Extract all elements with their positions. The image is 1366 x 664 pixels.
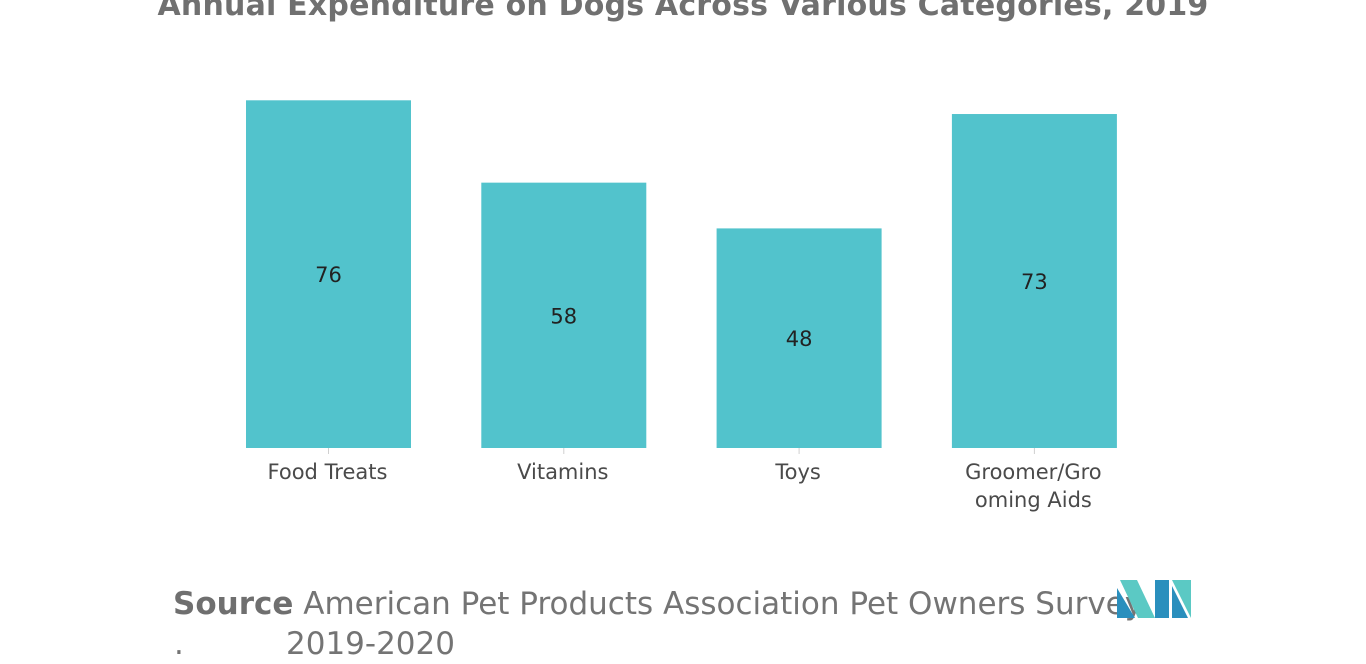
- x-tick-label-line: oming Aids: [975, 488, 1092, 512]
- logo-shape-right-lower: [1172, 586, 1188, 618]
- source-label: Source: [173, 586, 294, 622]
- x-tick-label-line: Groomer/Gro: [965, 460, 1102, 484]
- x-tick-label-line: Vitamins: [517, 460, 608, 484]
- bar-3: [951, 114, 1117, 449]
- x-tick-label-3: Groomer/Gro oming Aids: [965, 460, 1102, 512]
- labels-layer: 76 Food Treats 58 Vitamins 48 Toys 73 Groomer/G…: [268, 263, 1102, 512]
- logo-shape-right: [1172, 580, 1191, 618]
- source-text: American Pet Products Association Pet Ow…: [303, 586, 1144, 622]
- x-tick-label-line: Food Treats: [268, 460, 388, 484]
- bar-2: [716, 228, 882, 448]
- data-label-0: 76: [315, 263, 342, 287]
- x-tick-label-line: Toys: [774, 460, 820, 484]
- x-tick-label-0: Food Treats: [268, 460, 388, 484]
- mordor-intelligence-logo-icon: [1117, 580, 1191, 618]
- source-dot: .: [174, 626, 184, 662]
- x-tick-label-2: Toys: [774, 460, 820, 484]
- source-text-continued: 2019-2020: [286, 626, 455, 662]
- bar-1: [481, 182, 647, 448]
- logo-shape-left: [1117, 588, 1135, 618]
- chart-title: Annual Expenditure on Dogs Across Variou…: [157, 0, 1209, 23]
- source-line: Source American Pet Products Association…: [173, 584, 1143, 624]
- x-tick-label-1: Vitamins: [517, 460, 608, 484]
- logo-shape-right-bar: [1155, 580, 1169, 618]
- bar-0: [246, 100, 411, 449]
- bar-chart: 76 Food Treats 58 Vitamins 48 Toys 73 Groomer/G…: [246, 100, 1117, 512]
- bars-layer: [246, 100, 1117, 449]
- data-label-1: 58: [550, 304, 577, 328]
- data-label-3: 73: [1021, 270, 1048, 294]
- ticks-layer: [328, 448, 1035, 454]
- data-label-2: 48: [786, 327, 813, 351]
- logo-shape-mid: [1120, 580, 1155, 618]
